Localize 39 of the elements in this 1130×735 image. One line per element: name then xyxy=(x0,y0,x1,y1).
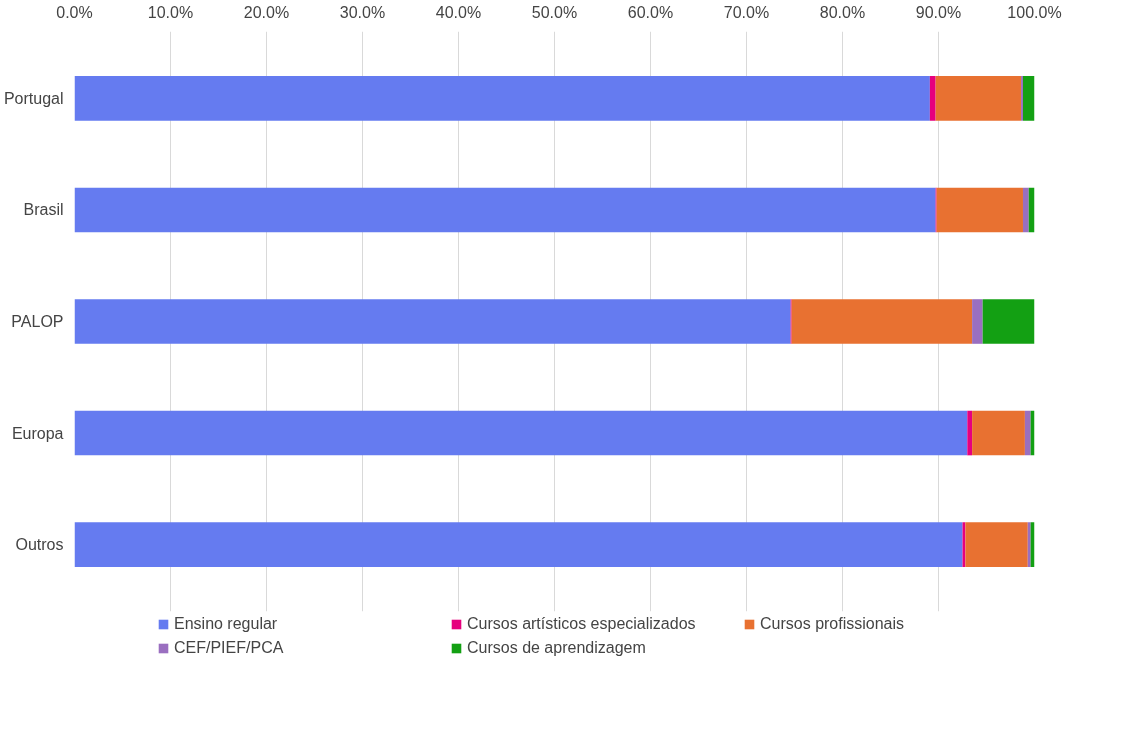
bar xyxy=(1022,187,1029,233)
x-tick-label: 80.0% xyxy=(819,3,866,21)
bar xyxy=(972,299,983,344)
x-tick-label: 0.0% xyxy=(56,3,93,21)
x-tick-label: 100.0% xyxy=(1007,3,1062,21)
bar xyxy=(1022,76,1035,121)
bar xyxy=(1027,522,1031,567)
bar xyxy=(74,299,791,344)
x-tick-label: 30.0% xyxy=(339,3,386,21)
bar xyxy=(965,522,1028,567)
bar xyxy=(1024,410,1031,456)
x-tick-label: 10.0% xyxy=(147,3,194,21)
x-tick-label: 40.0% xyxy=(435,3,482,21)
legend-label: Cursos artísticos especializados xyxy=(467,615,697,633)
x-tick-label: 20.0% xyxy=(243,3,290,21)
bar xyxy=(74,187,936,233)
legend-label: CEF/PIEF/PCA xyxy=(174,639,285,657)
bar xyxy=(74,410,968,456)
y-tick-label: Brasil xyxy=(23,201,64,219)
y-tick-label: Portugal xyxy=(3,89,64,107)
bar xyxy=(967,410,973,456)
bar xyxy=(935,76,1022,121)
legend-label: Ensino regular xyxy=(174,615,279,633)
legend-label: Cursos de aprendizagem xyxy=(467,639,647,657)
x-tick-label: 90.0% xyxy=(915,3,962,21)
x-tick-label: 60.0% xyxy=(627,3,674,21)
bar xyxy=(972,410,1025,456)
x-tick-label: 50.0% xyxy=(531,3,578,21)
x-tick-label: 70.0% xyxy=(723,3,770,21)
bar xyxy=(929,76,936,121)
bar xyxy=(982,299,1035,344)
y-tick-label: Outros xyxy=(15,536,64,554)
y-tick-label: PALOP xyxy=(11,313,64,330)
bar xyxy=(74,522,963,567)
bar xyxy=(74,76,930,121)
legend-label: Cursos profissionais xyxy=(760,615,906,633)
bar xyxy=(936,187,1023,233)
bar xyxy=(791,299,973,344)
y-tick-label: Europa xyxy=(11,424,64,442)
